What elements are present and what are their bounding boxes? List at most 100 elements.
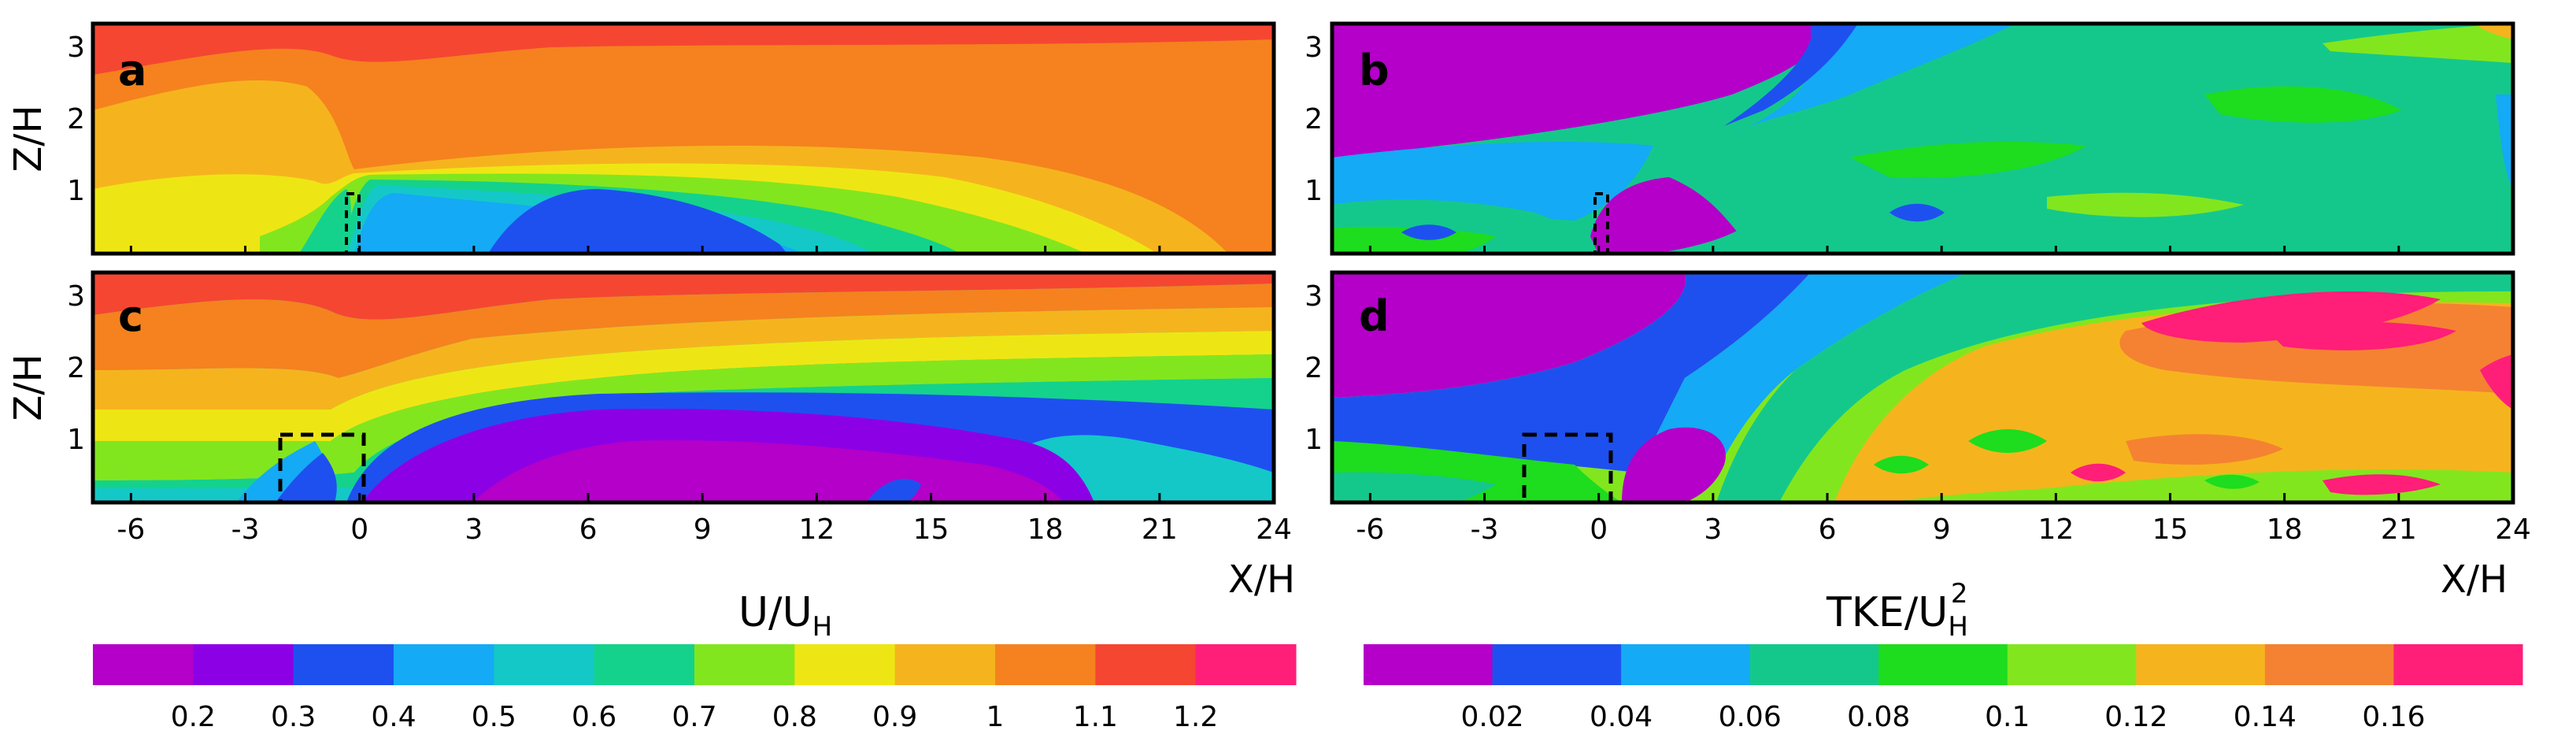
- colorbar-swatch: [394, 644, 494, 685]
- colorbar-swatch: [894, 644, 996, 685]
- panel-c-contours: [93, 272, 1274, 502]
- x-tick-label: 12: [798, 513, 835, 546]
- x-tick-label: 15: [2152, 513, 2189, 546]
- x-tick-label: -3: [231, 513, 260, 546]
- panel-c-ytick: 1: [67, 424, 85, 456]
- panel-c-xticks: -6 -3 0 3 6 9 12 15 18 21 24: [117, 493, 1292, 546]
- colorbar-swatch: [2264, 644, 2394, 685]
- colorbar-tick-label: 0.04: [1590, 701, 1653, 733]
- panel-b-contours: [1332, 24, 2513, 254]
- colorbar-tick-label: 0.3: [271, 701, 316, 733]
- colorbar-velocity-swatches: [93, 644, 1297, 685]
- colorbar-tick-label: 0.9: [872, 701, 917, 733]
- colorbar-tick-label: 1.1: [1073, 701, 1118, 733]
- x-tick-label: 15: [913, 513, 949, 546]
- colorbar-tick-label: 0.8: [772, 701, 817, 733]
- x-tick-label: 6: [579, 513, 598, 546]
- x-tick-label: -6: [117, 513, 145, 546]
- colorbar-tick-label: 1: [986, 701, 1005, 733]
- colorbar-swatch: [594, 644, 695, 685]
- panel-a-ytick: 1: [67, 175, 85, 207]
- panel-c-ytick: 3: [67, 280, 85, 313]
- panel-d-ytick: 2: [1305, 352, 1323, 384]
- panel-a-yticks: 1 2 3: [67, 32, 85, 207]
- colorbar-tick-label: 0.02: [1460, 701, 1523, 733]
- colorbar-swatch: [1195, 644, 1297, 685]
- colorbar-swatch: [1749, 644, 1879, 685]
- panel-d-label: d: [1359, 291, 1390, 341]
- colorbar-swatch: [995, 644, 1096, 685]
- panel-a-label: a: [118, 46, 146, 95]
- panel-c-ytick: 2: [67, 352, 85, 384]
- panel-a-ytick: 2: [67, 103, 85, 135]
- panel-b-ytick: 1: [1305, 175, 1323, 207]
- panel-c: c 1 2 3 Z/H -6 -3 0 3 6 9 12 15 18 21 24 X/H: [6, 270, 1295, 602]
- panel-c-yticks: 1 2 3: [67, 280, 85, 456]
- panel-a-frame: [91, 21, 1276, 256]
- panel-c-label: c: [118, 291, 143, 341]
- colorbar-swatch: [1878, 644, 2008, 685]
- panel-b-building-outline: [1593, 192, 1609, 255]
- x-tick-label: 3: [1704, 513, 1722, 546]
- colorbar-swatch: [1492, 644, 1622, 685]
- x-tick-label: 9: [1933, 513, 1951, 546]
- panel-d-ytick: 1: [1305, 424, 1323, 456]
- panel-a-ytick: 3: [67, 32, 85, 64]
- colorbar-swatch: [1095, 644, 1197, 685]
- colorbar-tick-label: 1.2: [1173, 701, 1218, 733]
- colorbar-tick-label: 0.14: [2234, 701, 2297, 733]
- panel-b: b 1 2 3: [1305, 21, 2515, 256]
- panel-d-contours: [1332, 272, 2513, 502]
- colorbar-velocity: U/UH 0.2 0.3 0.4 0.5 0.6 0.7 0.8 0.9 1 1.1 1.2: [93, 589, 1297, 733]
- minor-x-ticks: [129, 246, 1275, 254]
- panel-b-ytick: 3: [1305, 32, 1323, 64]
- colorbar-swatch: [494, 644, 595, 685]
- colorbar-tke-swatches: [1364, 644, 2523, 685]
- colorbar-tick-label: 0.12: [2104, 701, 2167, 733]
- colorbar-velocity-ticks: 0.2 0.3 0.4 0.5 0.6 0.7 0.8 0.9 1 1.1 1.2: [171, 701, 1219, 733]
- x-tick-label: 18: [1027, 513, 1064, 546]
- panel-a: a 1 2 3 Z/H: [6, 21, 1276, 256]
- colorbar-swatch: [193, 644, 294, 685]
- x-tick-label: 9: [694, 513, 712, 546]
- colorbar-tick-label: 0.6: [572, 701, 616, 733]
- x-tick-label: 0: [1590, 513, 1608, 546]
- colorbar-tick-label: 0.06: [1719, 701, 1782, 733]
- panel-c-building-outline: [278, 432, 366, 505]
- panel-d: d 1 2 3 -6 -3 0 3 6 9 12 15 18 21 24 X/H: [1305, 270, 2531, 602]
- panel-d-ytick: 3: [1305, 280, 1323, 313]
- colorbar-swatch: [2007, 644, 2137, 685]
- panel-d-xticks: -6 -3 0 3 6 9 12 15 18 21 24: [1356, 493, 2531, 546]
- colorbar-tick-label: 0.7: [672, 701, 716, 733]
- colorbar-tick-label: 0.2: [171, 701, 216, 733]
- x-tick-label: 21: [1142, 513, 1178, 546]
- panel-a-contours: [93, 24, 1274, 254]
- colorbar-swatch: [1621, 644, 1751, 685]
- x-tick-label: 24: [1256, 513, 1292, 546]
- panel-c-xlabel: X/H: [1228, 558, 1295, 602]
- panel-d-yticks: 1 2 3: [1305, 280, 1323, 456]
- minor-x-ticks: [1368, 246, 2515, 254]
- panel-a-building-outline: [345, 192, 361, 255]
- colorbar-tick-label: 0.5: [472, 701, 516, 733]
- x-tick-label: 6: [1819, 513, 1837, 546]
- panel-c-ylabel: Z/H: [6, 354, 50, 421]
- x-tick-label: 12: [2037, 513, 2074, 546]
- colorbar-swatch: [93, 644, 194, 685]
- x-tick-label: 24: [2495, 513, 2531, 546]
- x-tick-label: 3: [464, 513, 483, 546]
- x-tick-label: 21: [2381, 513, 2417, 546]
- colorbar-tke: TKE/UH2 0.02 0.04 0.06 0.08 0.1 0.12 0.14 0.16: [1364, 578, 2523, 733]
- x-tick-label: 18: [2267, 513, 2303, 546]
- panel-b-frame: [1330, 21, 2515, 256]
- colorbar-swatch: [2136, 644, 2266, 685]
- panel-d-building-outline: [1522, 432, 1613, 505]
- panel-b-label: b: [1359, 46, 1390, 95]
- x-tick-label: -3: [1471, 513, 1499, 546]
- colorbar-tick-label: 0.16: [2362, 701, 2425, 733]
- panel-d-xlabel: X/H: [2441, 558, 2508, 602]
- colorbar-velocity-title: U/UH: [738, 589, 832, 643]
- colorbar-tick-label: 0.1: [1985, 701, 2030, 733]
- colorbar-tke-ticks: 0.02 0.04 0.06 0.08 0.1 0.12 0.14 0.16: [1460, 701, 2425, 733]
